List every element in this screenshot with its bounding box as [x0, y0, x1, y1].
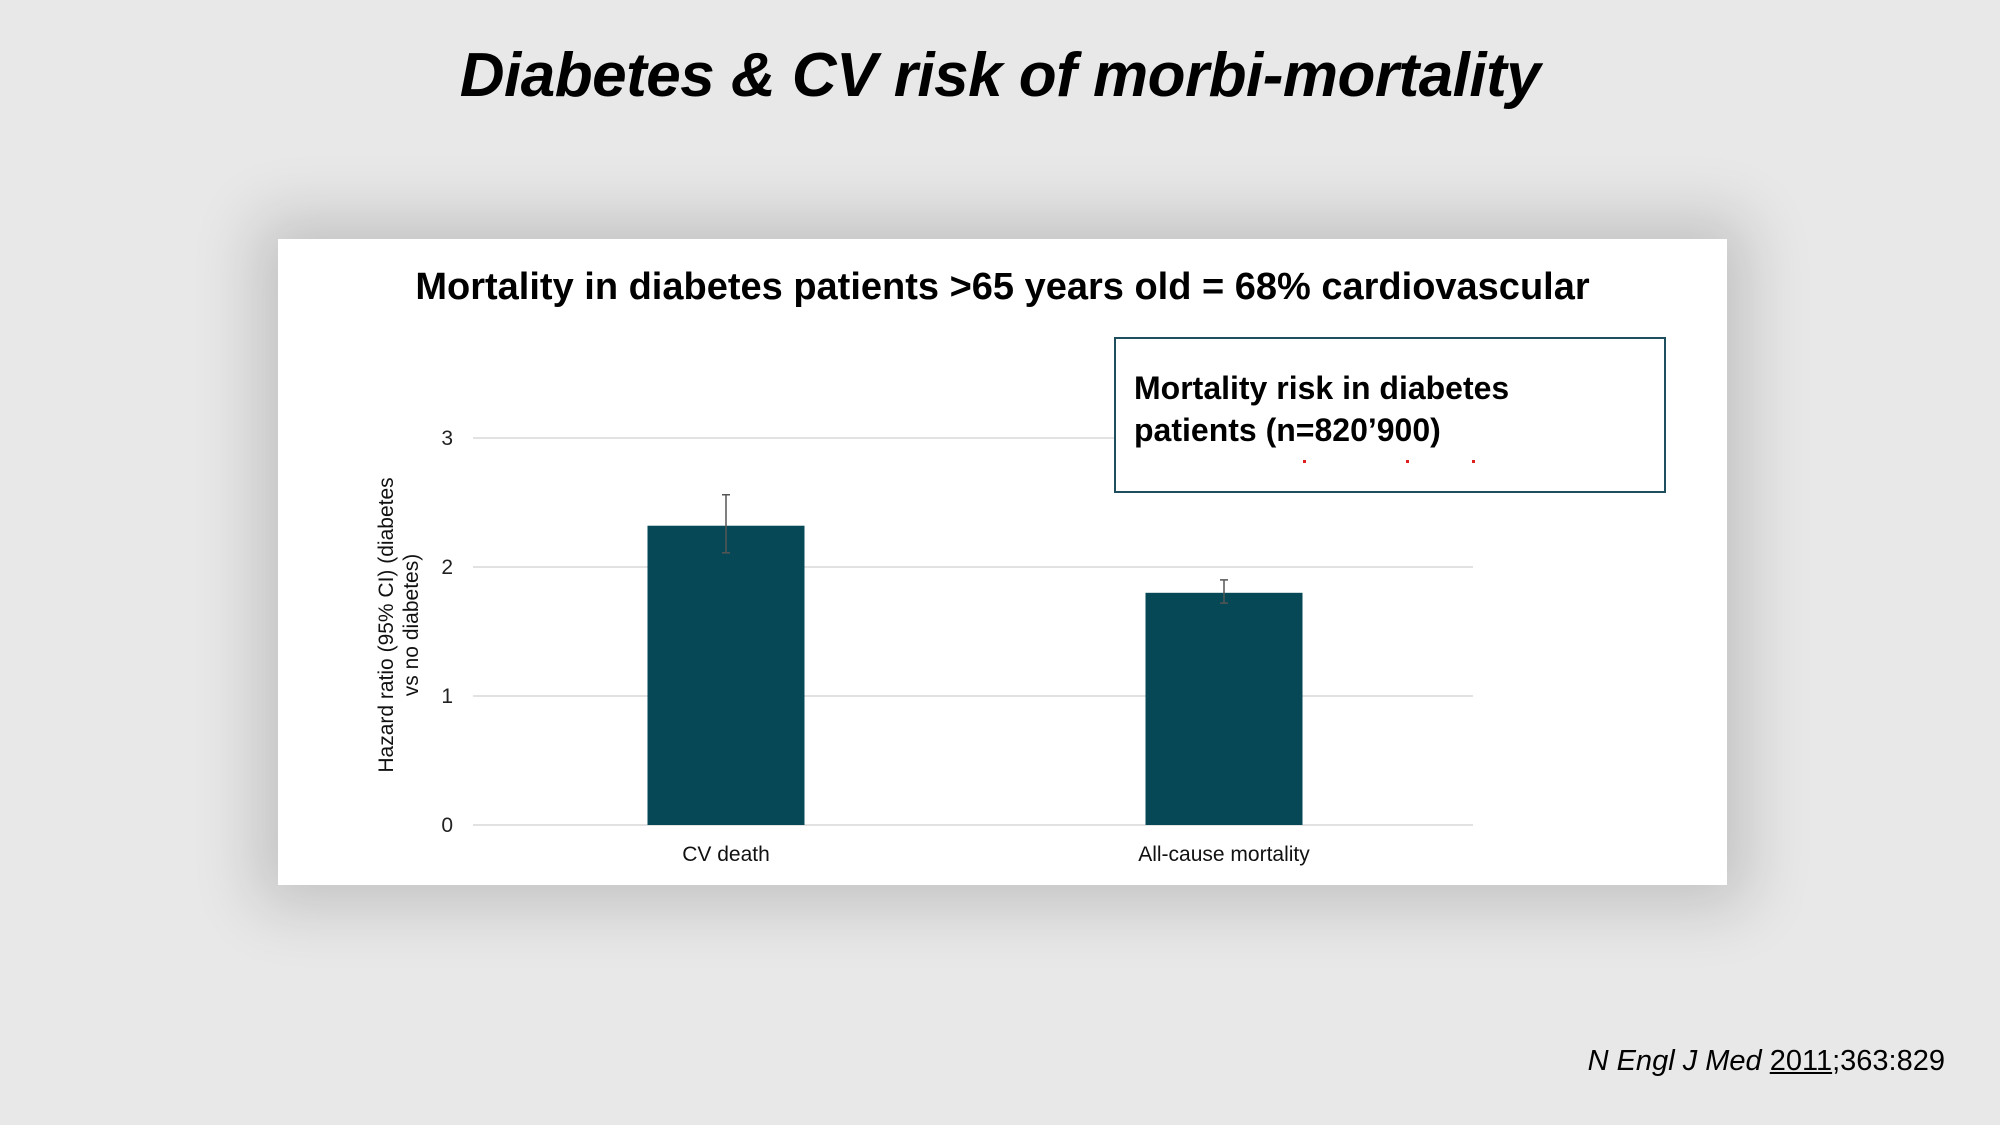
bar — [647, 525, 805, 825]
figure-card: Mortality in diabetes patients >65 years… — [278, 239, 1727, 885]
y-tick-label: 1 — [441, 685, 453, 708]
red-mark — [1406, 460, 1409, 463]
figure-heading: Mortality in diabetes patients >65 years… — [415, 266, 1590, 308]
slide-title: Diabetes & CV risk of morbi-mortality — [459, 41, 1541, 110]
bar — [1145, 592, 1303, 825]
y-tick-label: 3 — [441, 427, 453, 450]
citation-year: 2011 — [1769, 1045, 1833, 1077]
citation-journal: N Engl J Med — [1587, 1045, 1770, 1077]
citation: N Engl J Med 2011;363:829 — [1588, 1045, 1945, 1078]
y-axis-label: Hazard ratio (95% CI) (diabetesvs no dia… — [375, 477, 423, 772]
y-tick-label: 0 — [441, 814, 453, 837]
annotation-box: Mortality risk in diabetes patients (n=8… — [1114, 337, 1666, 493]
x-tick-label: CV death — [682, 843, 770, 866]
citation-volume-page: ;363:829 — [1832, 1045, 1945, 1077]
annotation-text: Mortality risk in diabetes patients (n=8… — [1134, 370, 1510, 448]
red-mark — [1303, 460, 1306, 463]
bar-chart: 0 1 2 3 CV death All-cause mortality Hazard ra… — [375, 427, 1473, 866]
y-tick-label: 2 — [441, 556, 453, 579]
red-mark — [1472, 460, 1475, 463]
x-tick-label: All-cause mortality — [1138, 843, 1310, 866]
